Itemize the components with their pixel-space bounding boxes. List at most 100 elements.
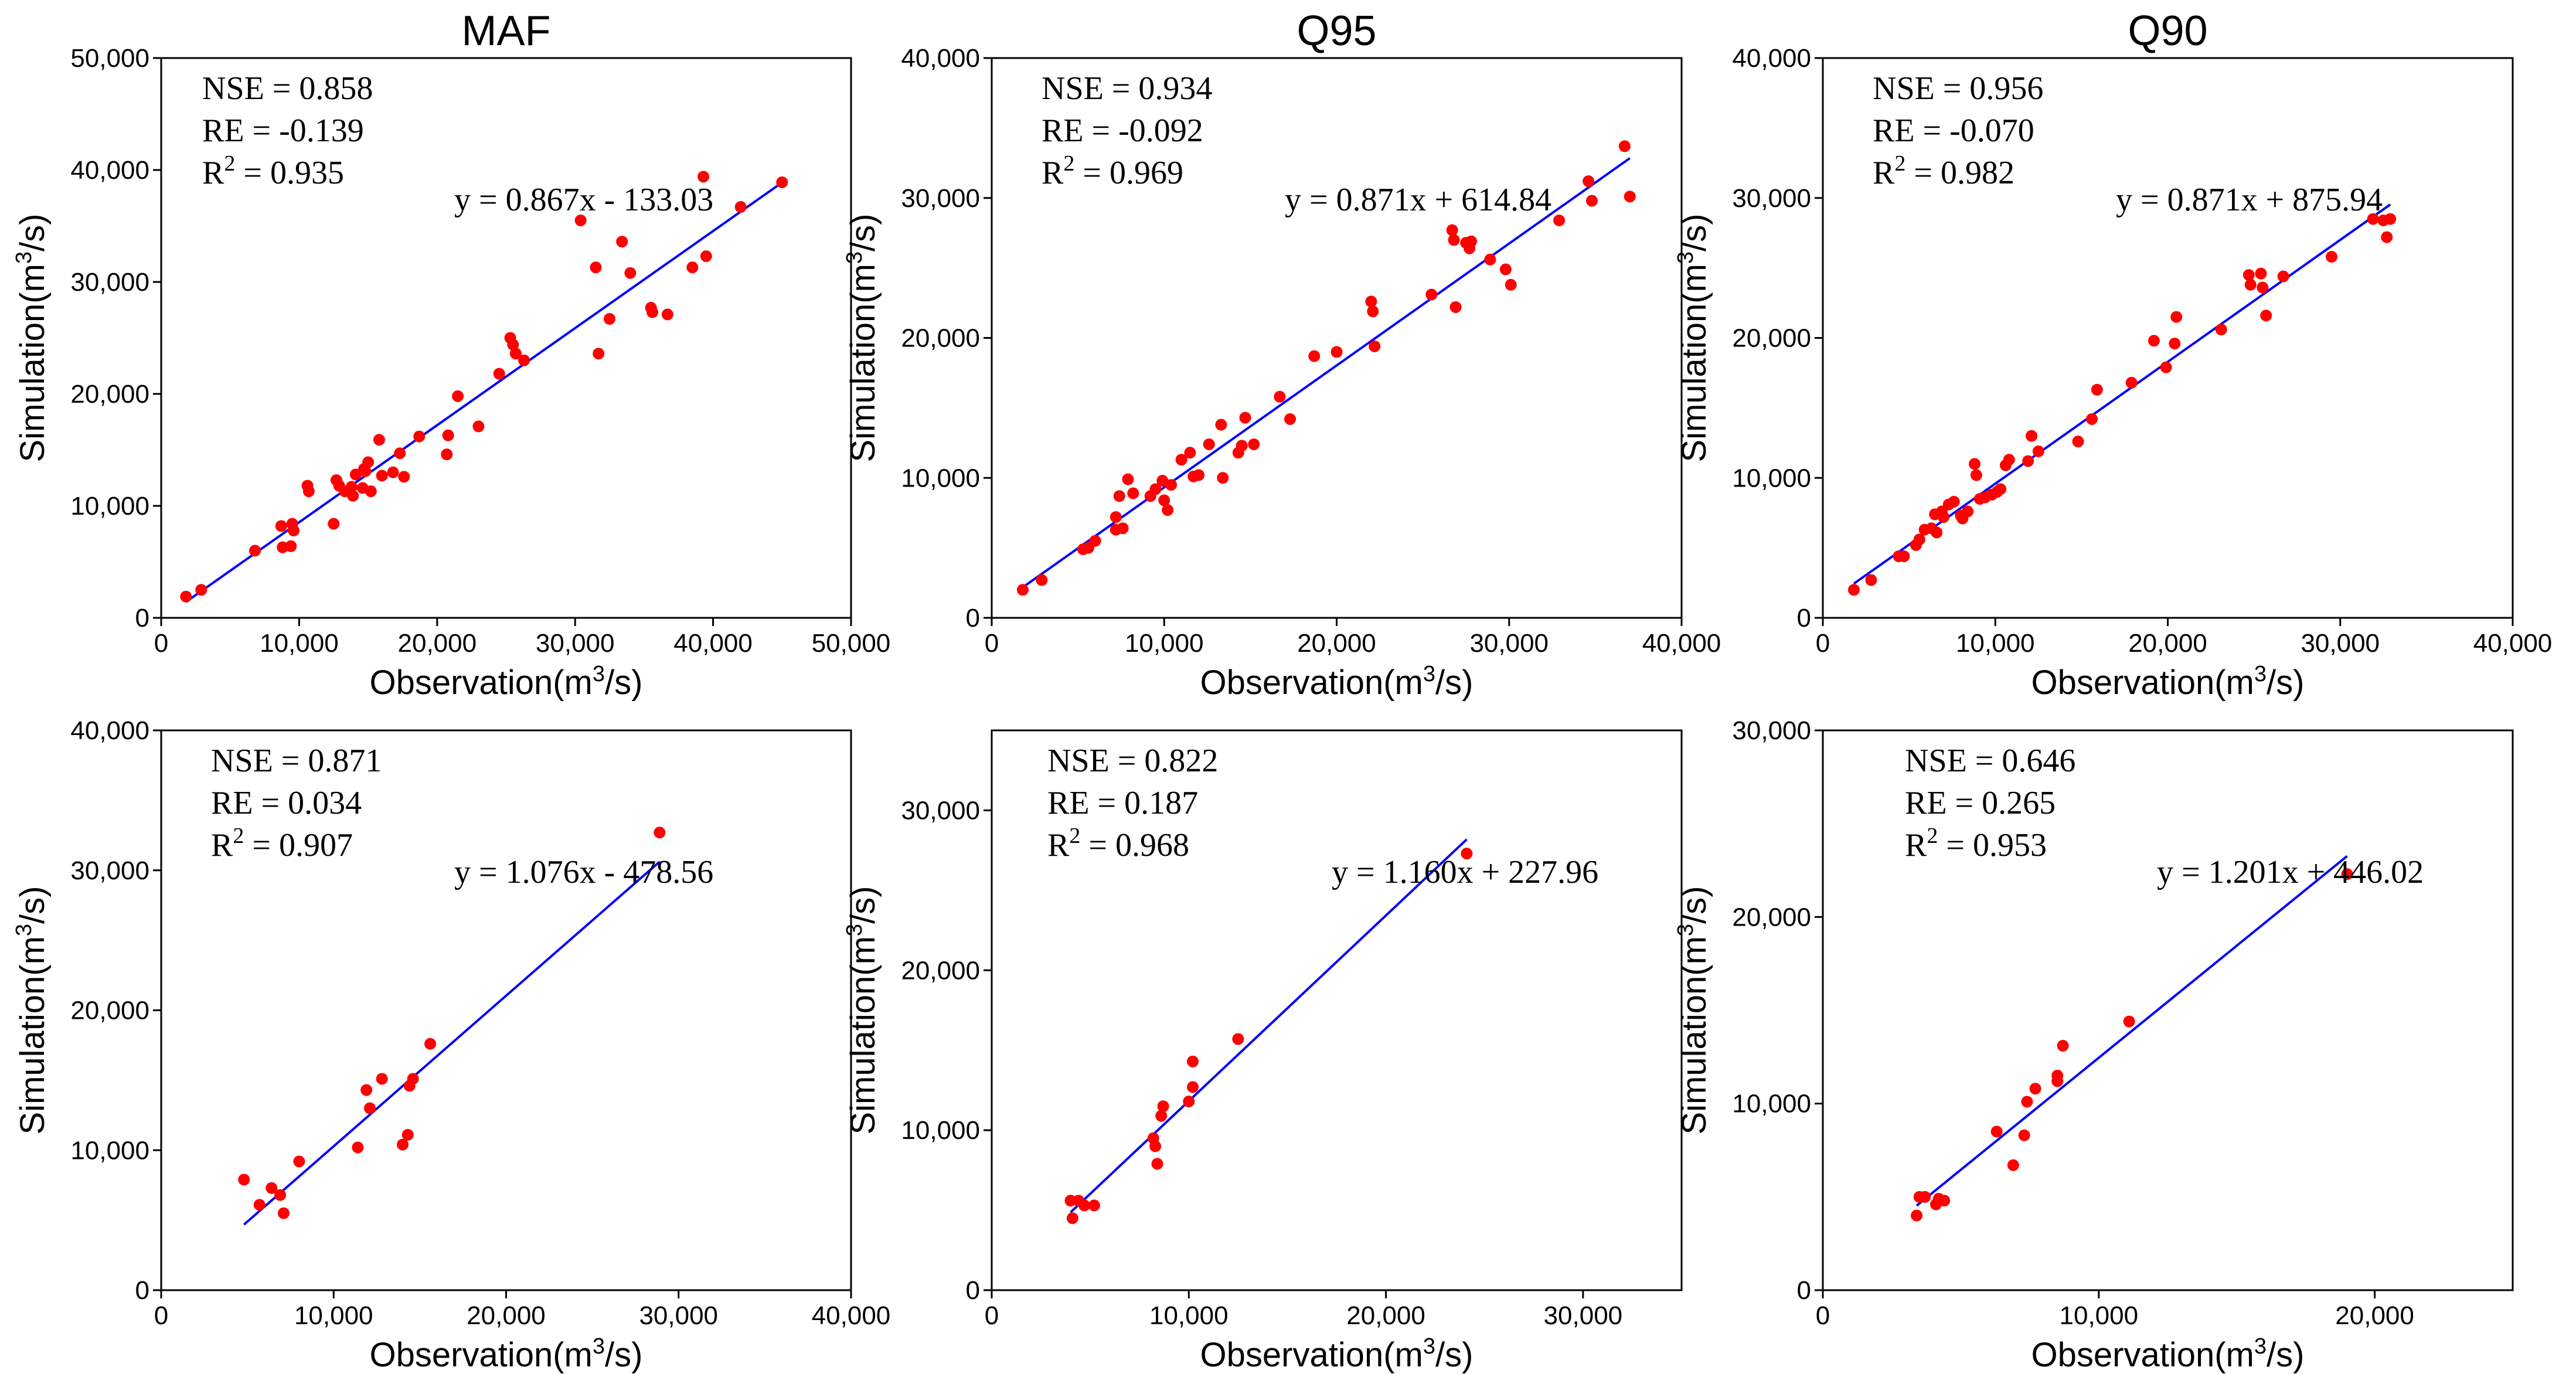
data-point [285, 540, 297, 552]
data-point [624, 267, 637, 279]
data-point [364, 1102, 376, 1114]
y-tick-label: 20,000 [901, 956, 980, 985]
data-point [2367, 213, 2379, 225]
data-point [734, 201, 747, 213]
stat-nse: NSE = 0.956 [1873, 70, 2043, 107]
data-point [593, 348, 605, 360]
stat-nse: NSE = 0.934 [1042, 70, 1212, 107]
panel-6: 0 10,000 20,000 0 10,000 20,000 30,000 Observat… [1673, 716, 2514, 1374]
data-point [776, 176, 788, 189]
x-tick-label: 40,000 [673, 629, 753, 658]
data-point [1425, 288, 1438, 301]
y-tick-label: 10,000 [901, 1116, 980, 1145]
data-point [2086, 413, 2098, 425]
data-point [509, 348, 522, 360]
data-point [2123, 1015, 2135, 1028]
y-tick-label: 0 [135, 604, 149, 632]
y-tick-label: 20,000 [70, 997, 149, 1025]
y-tick-label: 40,000 [1732, 44, 1811, 73]
x-tick-label: 30,000 [1469, 629, 1549, 658]
data-point [1553, 214, 1566, 226]
data-point [1117, 522, 1129, 535]
y-tick-label: 40,000 [901, 44, 980, 73]
data-point [654, 827, 666, 839]
data-point [2125, 376, 2138, 389]
data-point [401, 1128, 414, 1141]
x-tick-label: 10,000 [1956, 629, 2035, 658]
x-tick-label: 30,000 [536, 629, 615, 658]
data-point [452, 390, 464, 402]
data-point [604, 313, 616, 325]
x-tick-label: 20,000 [1297, 629, 1376, 658]
data-point [2029, 1083, 2041, 1095]
fit-line [1022, 157, 1631, 589]
data-point [1193, 469, 1205, 481]
data-point [1016, 584, 1029, 596]
x-tick-label: 10,000 [260, 629, 339, 658]
data-point [398, 471, 410, 483]
stat-r2: R2 = 0.968 [1047, 824, 1189, 863]
y-tick-label: 0 [966, 1276, 980, 1305]
plot-frame [991, 729, 1683, 1291]
data-point [1274, 390, 1286, 403]
panel-title: MAF [462, 8, 551, 55]
y-axis-label: Simulation(m3/s) [842, 213, 882, 462]
panel-3: 0 10,000 20,000 30,000 40,000 0 10,000 20,000 30… [1673, 8, 2552, 702]
data-point [1187, 1081, 1199, 1093]
data-point [518, 354, 530, 366]
data-point [275, 520, 287, 532]
data-point [1127, 487, 1139, 499]
y-tick-label: 30,000 [1732, 184, 1811, 213]
data-point [1113, 490, 1125, 502]
stat-re: RE = 0.034 [211, 785, 362, 821]
data-point [2051, 1075, 2064, 1087]
data-point [1962, 505, 1974, 518]
x-axis-label: Observation(m3/s) [370, 1334, 643, 1374]
data-point [1157, 1100, 1169, 1113]
data-point [2072, 436, 2084, 448]
y-tick-label: 10,000 [70, 1136, 149, 1165]
data-point [1183, 1096, 1195, 1108]
x-tick-label: 30,000 [2301, 629, 2380, 658]
x-tick-label: 20,000 [2128, 629, 2207, 658]
data-point [352, 1141, 364, 1154]
stat-nse: NSE = 0.646 [1905, 743, 2075, 779]
data-point [2169, 338, 2181, 350]
data-point [1036, 574, 1048, 586]
y-axis-label: Simulation(m3/s) [12, 213, 52, 462]
x-tick-label: 20,000 [398, 629, 477, 658]
plot-frame [1822, 729, 2514, 1291]
data-point [1448, 234, 1460, 246]
stat-re: RE = 0.187 [1047, 785, 1198, 821]
data-point [274, 1189, 287, 1201]
fit-line [1915, 855, 2348, 1207]
data-point [1089, 535, 1101, 547]
data-point [2384, 213, 2397, 225]
x-tick-label: 50,000 [812, 629, 891, 658]
data-point [1236, 440, 1248, 452]
data-point [1151, 1158, 1163, 1170]
data-point [2003, 454, 2015, 466]
data-point [1365, 295, 1377, 308]
data-point [1931, 526, 1943, 539]
y-axis-label: Simulation(m3/s) [1673, 886, 1713, 1134]
panel-1: 0 10,000 20,000 30,000 40,000 50,000 0 10,000 20… [12, 8, 890, 702]
data-point [349, 468, 362, 481]
data-point [238, 1174, 250, 1186]
stat-r2: R2 = 0.935 [202, 151, 344, 191]
data-point [2260, 310, 2272, 322]
data-point [1149, 483, 1162, 495]
data-point [1149, 1140, 1162, 1152]
data-point [2148, 335, 2160, 347]
data-point [1919, 1191, 1931, 1203]
data-point [293, 1155, 305, 1168]
x-tick-label: 20,000 [1346, 1301, 1425, 1330]
data-point [686, 261, 699, 274]
data-point [2255, 267, 2267, 280]
data-point [1122, 473, 1134, 485]
data-point [1239, 411, 1251, 424]
data-point [2341, 868, 2353, 880]
data-point [2022, 455, 2034, 467]
regression-equation: y = 1.076x - 478.56 [454, 854, 713, 890]
